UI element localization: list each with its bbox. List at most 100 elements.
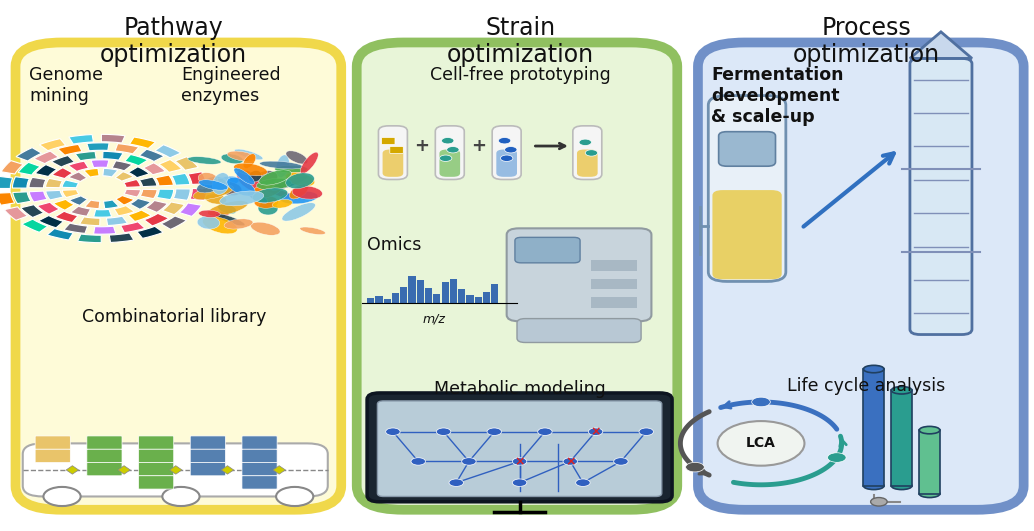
Ellipse shape xyxy=(215,182,241,194)
Ellipse shape xyxy=(258,202,278,215)
Ellipse shape xyxy=(271,176,307,190)
Wedge shape xyxy=(4,207,28,220)
Wedge shape xyxy=(0,193,14,205)
Ellipse shape xyxy=(256,170,278,184)
Wedge shape xyxy=(136,226,163,238)
Wedge shape xyxy=(155,175,174,186)
Wedge shape xyxy=(34,151,59,164)
Wedge shape xyxy=(125,155,148,166)
Wedge shape xyxy=(110,233,133,243)
Wedge shape xyxy=(85,200,100,209)
Text: Engineered
enzymes: Engineered enzymes xyxy=(181,66,280,105)
Wedge shape xyxy=(21,204,43,218)
Wedge shape xyxy=(94,209,112,217)
Ellipse shape xyxy=(237,170,264,192)
Circle shape xyxy=(827,453,846,463)
Ellipse shape xyxy=(196,178,225,193)
Circle shape xyxy=(500,155,513,161)
Bar xyxy=(384,299,391,303)
FancyBboxPatch shape xyxy=(35,449,70,463)
Wedge shape xyxy=(161,216,186,229)
FancyBboxPatch shape xyxy=(573,126,602,179)
Polygon shape xyxy=(221,466,234,474)
FancyBboxPatch shape xyxy=(139,449,174,463)
Bar xyxy=(433,294,440,303)
Circle shape xyxy=(436,428,451,435)
Bar xyxy=(367,298,374,303)
FancyBboxPatch shape xyxy=(242,476,277,489)
Wedge shape xyxy=(140,149,164,161)
Wedge shape xyxy=(58,144,82,155)
Text: m/z: m/z xyxy=(423,312,446,325)
Ellipse shape xyxy=(252,188,287,203)
Text: Cell-free prototyping: Cell-free prototyping xyxy=(430,66,610,84)
Wedge shape xyxy=(62,190,80,198)
Bar xyxy=(442,282,449,303)
Ellipse shape xyxy=(290,184,308,199)
FancyBboxPatch shape xyxy=(517,319,641,342)
FancyBboxPatch shape xyxy=(492,126,521,179)
Ellipse shape xyxy=(248,170,262,182)
Wedge shape xyxy=(103,200,119,209)
Ellipse shape xyxy=(249,183,282,199)
Circle shape xyxy=(276,487,313,506)
Ellipse shape xyxy=(282,203,315,221)
Wedge shape xyxy=(18,162,40,175)
Wedge shape xyxy=(101,134,125,143)
Wedge shape xyxy=(37,202,60,214)
Wedge shape xyxy=(70,206,91,216)
Ellipse shape xyxy=(218,203,237,214)
Ellipse shape xyxy=(203,217,238,234)
Ellipse shape xyxy=(891,482,912,490)
Circle shape xyxy=(462,458,476,465)
FancyBboxPatch shape xyxy=(507,228,651,321)
Ellipse shape xyxy=(219,191,264,206)
Text: Process
optimization: Process optimization xyxy=(793,16,940,67)
Bar xyxy=(466,295,474,303)
FancyBboxPatch shape xyxy=(87,463,122,476)
Ellipse shape xyxy=(891,387,912,394)
Wedge shape xyxy=(190,189,207,201)
Wedge shape xyxy=(140,190,157,199)
Bar xyxy=(417,280,424,303)
Wedge shape xyxy=(12,192,31,204)
Bar xyxy=(375,296,383,303)
Ellipse shape xyxy=(243,154,255,168)
Bar xyxy=(400,287,407,303)
Circle shape xyxy=(718,421,804,466)
Ellipse shape xyxy=(250,222,280,235)
FancyBboxPatch shape xyxy=(139,463,174,476)
FancyBboxPatch shape xyxy=(435,126,464,179)
Wedge shape xyxy=(102,168,118,177)
Circle shape xyxy=(588,428,603,435)
Wedge shape xyxy=(1,160,24,174)
Bar xyxy=(590,279,637,289)
Wedge shape xyxy=(35,165,57,176)
Ellipse shape xyxy=(205,194,226,204)
Wedge shape xyxy=(0,176,12,189)
Ellipse shape xyxy=(248,192,268,203)
Ellipse shape xyxy=(188,157,221,164)
FancyBboxPatch shape xyxy=(719,132,776,166)
Text: ×: × xyxy=(590,425,601,438)
Ellipse shape xyxy=(285,173,314,189)
Circle shape xyxy=(579,139,591,145)
Wedge shape xyxy=(159,159,182,173)
Ellipse shape xyxy=(235,149,263,160)
Circle shape xyxy=(686,463,704,472)
FancyBboxPatch shape xyxy=(87,436,122,449)
Bar xyxy=(590,297,637,308)
Bar xyxy=(458,289,465,303)
FancyBboxPatch shape xyxy=(190,436,225,449)
Text: LCA: LCA xyxy=(747,436,776,450)
FancyBboxPatch shape xyxy=(23,443,328,496)
Text: Pathway
optimization: Pathway optimization xyxy=(100,16,247,67)
Ellipse shape xyxy=(263,187,298,200)
Ellipse shape xyxy=(280,191,317,204)
Ellipse shape xyxy=(199,180,227,190)
Ellipse shape xyxy=(275,166,308,173)
Circle shape xyxy=(505,147,517,153)
Circle shape xyxy=(576,479,590,486)
Bar xyxy=(483,292,490,303)
Wedge shape xyxy=(143,163,165,175)
